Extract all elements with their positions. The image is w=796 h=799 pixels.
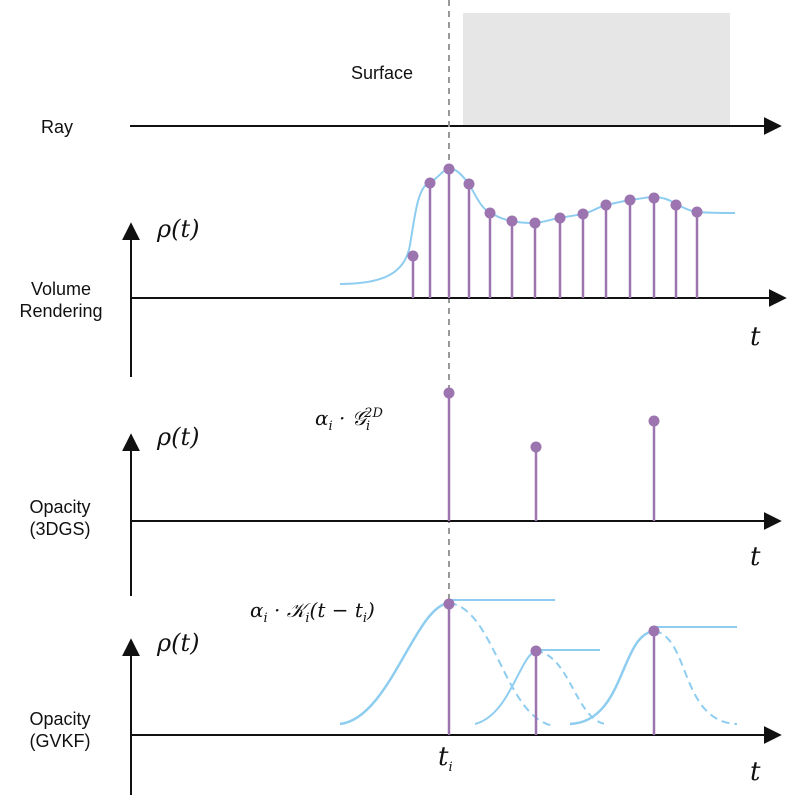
gvkf-sample-dot: [648, 625, 660, 637]
volume-sample-dot: [577, 208, 589, 220]
volume-rendering-line-1: Volume: [30, 279, 92, 299]
surface-label: Surface: [351, 63, 414, 83]
3dgs-t-label: t: [750, 542, 761, 572]
volume-sample-dot: [529, 217, 541, 229]
3dgs-formula-g-sub: i: [366, 419, 371, 434]
3dgs-stems: [443, 387, 660, 521]
gvkf-stems: [443, 598, 660, 735]
3dgs-sample-dot: [530, 441, 542, 453]
volume-sample-dot: [484, 207, 496, 219]
gvkf-formula-sub: i: [263, 611, 268, 626]
ti-sub: i: [448, 760, 453, 776]
gvkf-kernel-3-rise: [569, 629, 655, 726]
3dgs-formula: αi · 𝒢i2D: [315, 406, 383, 434]
surface-region: [463, 13, 730, 126]
opacity-3dgs-line-1: Opacity: [29, 497, 91, 517]
volume-sample-dot: [443, 163, 455, 175]
volume-sample-dot: [554, 212, 566, 224]
3dgs-formula-g: · 𝒢: [332, 406, 366, 430]
gvkf-rho-label: ρ(t): [157, 629, 200, 657]
gvkf-kernel-1-fall: [448, 602, 556, 727]
volume-sample-dot: [407, 250, 419, 262]
gvkf-kernel-2-fall: [535, 650, 606, 725]
gvkf-formula-end: ): [367, 598, 375, 622]
3dgs-formula-sub: i: [328, 419, 333, 434]
gvkf-formula-k: · 𝒦: [267, 598, 306, 622]
volume-sample-dot: [670, 199, 682, 211]
gvkf-sample-dot: [443, 598, 455, 610]
3dgs-formula-g-sup: 2D: [364, 406, 383, 422]
volume-rho-label: ρ(t): [157, 215, 200, 243]
gvkf-formula-ti-sub: i: [362, 611, 368, 626]
volume-sample-dot: [424, 177, 436, 189]
gvkf-formula-tail: (t − t: [309, 598, 363, 622]
volume-sample-dot: [506, 215, 518, 227]
gvkf-formula-alpha: α: [250, 598, 264, 622]
3dgs-formula-alpha: α: [315, 406, 329, 430]
volume-sample-dot: [600, 199, 612, 211]
volume-sample-dot: [463, 178, 475, 190]
3dgs-rho-label: ρ(t): [157, 423, 200, 451]
opacity-3dgs-line-2: (3DGS): [29, 519, 91, 539]
volume-rendering-line-2: Rendering: [19, 301, 103, 321]
volume-sample-dot: [691, 206, 703, 218]
3dgs-sample-dot: [443, 387, 455, 399]
gvkf-formula-k-sub: i: [305, 611, 310, 626]
volume-sample-dot: [648, 192, 660, 204]
gvkf-kernel-3-fall: [653, 630, 738, 725]
opacity-3dgs-label: Opacity (3DGS): [14, 496, 106, 540]
gvkf-kernel-2-rise: [474, 650, 537, 725]
gvkf-kernel-1-rise: [339, 601, 450, 726]
volume-sample-dot: [624, 194, 636, 206]
volume-t-label: t: [750, 322, 761, 352]
opacity-gvkf-label: Opacity (GVKF): [14, 708, 106, 752]
volume-density-curve: [339, 166, 736, 285]
volume-rendering-label: Volume Rendering: [2, 278, 120, 322]
3dgs-sample-dot: [648, 415, 660, 427]
ti-main: t: [438, 742, 449, 772]
ti-label: ti: [438, 742, 453, 775]
gvkf-formula: αi · 𝒦i(t − ti): [250, 598, 375, 626]
ray-label: Ray: [41, 117, 74, 137]
opacity-gvkf-line-1: Opacity: [29, 709, 91, 729]
gvkf-sample-dot: [530, 645, 542, 657]
opacity-gvkf-line-2: (GVKF): [29, 731, 91, 751]
volume-samples: [407, 163, 703, 298]
gvkf-t-label: t: [750, 757, 761, 787]
